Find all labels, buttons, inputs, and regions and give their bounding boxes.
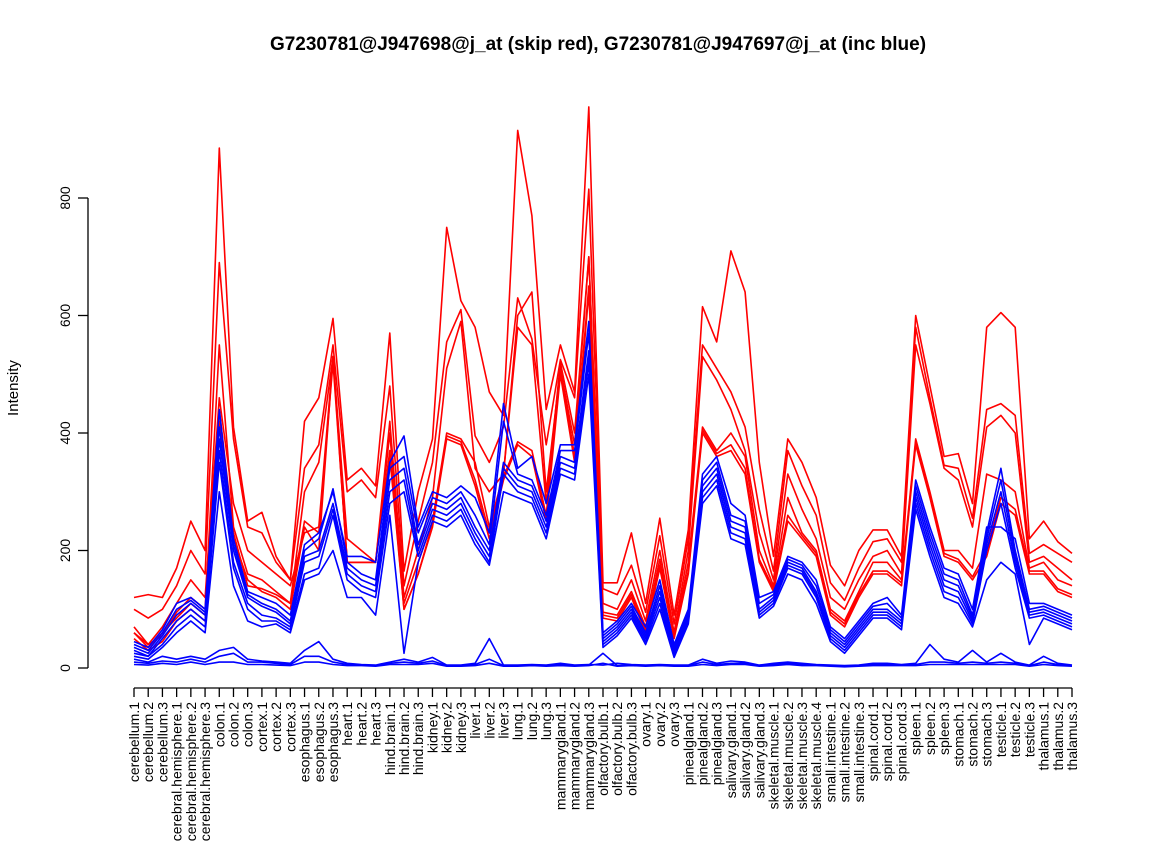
x-tick-label: heart.3 xyxy=(368,702,384,746)
x-tick-label: olfactory.bulb.3 xyxy=(623,702,639,796)
x-tick-label: ovary.2 xyxy=(652,702,668,747)
y-axis: 0 200 400 600 800 xyxy=(57,186,89,672)
x-tick-label: hind.brain.3 xyxy=(410,702,426,775)
x-tick-label: lung.3 xyxy=(538,702,554,740)
x-tick-label: cerebellum.2 xyxy=(140,702,156,782)
x-tick-label: spinal.cord.3 xyxy=(893,702,909,782)
x-tick-label: small.intestine.2 xyxy=(837,702,853,803)
x-tick-label: cerebellum.3 xyxy=(154,702,170,782)
x-tick-label: testicle.3 xyxy=(1021,702,1037,757)
x-tick-label: skeletal.muscle.2 xyxy=(780,702,796,810)
x-tick-label: spleen.1 xyxy=(908,702,924,755)
x-tick-label: liver.3 xyxy=(496,702,512,739)
y-tick-label: 0 xyxy=(57,664,73,672)
x-tick-label: skeletal.muscle.1 xyxy=(766,702,782,810)
series-line-inc-8 xyxy=(133,652,1073,668)
series-line-inc-6 xyxy=(133,373,1073,661)
x-tick-label: cortex.2 xyxy=(268,702,284,752)
x-tick-label: cerebral.hemisphere.1 xyxy=(169,702,185,842)
x-tick-label: cerebral.hemisphere.3 xyxy=(197,702,213,842)
x-tick-label: esophagus.2 xyxy=(311,702,327,782)
x-tick-label: liver.1 xyxy=(467,702,483,739)
x-tick-label: ovary.1 xyxy=(638,702,654,747)
x-tick-label: heart.2 xyxy=(353,702,369,746)
x-tick-label: cortex.1 xyxy=(254,702,270,752)
x-tick-label: hind.brain.1 xyxy=(382,702,398,775)
x-tick-label: mammarygland.2 xyxy=(567,702,583,810)
series-line-skip-3 xyxy=(133,255,1073,646)
x-tick-label: colon.2 xyxy=(225,702,241,747)
x-tick-label: kidney.3 xyxy=(453,702,469,753)
x-tick-label: olfactory.bulb.1 xyxy=(595,702,611,796)
x-tick-label: cerebellum.1 xyxy=(126,702,142,782)
series-line-skip-6 xyxy=(133,285,1073,649)
x-tick-label: testicle.2 xyxy=(1007,702,1023,757)
series-line-inc-7 xyxy=(133,637,1073,667)
x-tick-label: esophagus.1 xyxy=(297,702,313,782)
x-tick-label: colon.3 xyxy=(240,702,256,747)
series-line-inc-9 xyxy=(133,661,1073,668)
x-tick-label: small.intestine.3 xyxy=(851,702,867,803)
x-tick-label: mammarygland.1 xyxy=(552,702,568,810)
x-tick-label: stomach.1 xyxy=(950,702,966,767)
x-tick-label: lung.1 xyxy=(510,702,526,740)
series-layer xyxy=(133,106,1073,668)
x-tick-label: lung.2 xyxy=(524,702,540,740)
x-tick-label: spleen.2 xyxy=(922,702,938,755)
x-tick-label: salivary.gland.2 xyxy=(737,702,753,798)
x-tick-label: cerebral.hemisphere.2 xyxy=(183,702,199,842)
x-tick-label: ovary.3 xyxy=(666,702,682,747)
x-tick-label: salivary.gland.1 xyxy=(723,702,739,798)
x-tick-label: kidney.2 xyxy=(439,702,455,753)
x-tick-label: stomach.3 xyxy=(979,702,995,767)
y-tick-label: 200 xyxy=(57,539,73,563)
x-tick-label: thalamus.2 xyxy=(1050,702,1066,771)
x-tick-label: salivary.gland.3 xyxy=(751,702,767,798)
x-tick-label: heart.1 xyxy=(339,702,355,746)
x-tick-label: mammarygland.3 xyxy=(581,702,597,810)
x-tick-label: hind.brain.2 xyxy=(396,702,412,775)
y-tick-label: 600 xyxy=(57,304,73,328)
y-tick-label: 400 xyxy=(57,421,73,445)
x-tick-label: skeletal.muscle.3 xyxy=(794,702,810,810)
x-tick-label: skeletal.muscle.4 xyxy=(808,702,824,810)
x-tick-label: liver.2 xyxy=(481,702,497,739)
x-tick-label: esophagus.3 xyxy=(325,702,341,782)
x-tick-label: colon.1 xyxy=(211,702,227,747)
x-tick-label: pinealgland.2 xyxy=(694,702,710,786)
x-tick-label: spleen.3 xyxy=(936,702,952,755)
x-tick-label: pinealgland.1 xyxy=(680,702,696,786)
x-tick-label: small.intestine.1 xyxy=(822,702,838,803)
x-tick-label: thalamus.1 xyxy=(1036,702,1052,771)
y-axis-label: Intensity xyxy=(5,360,22,416)
x-axis: cerebellum.1cerebellum.2cerebellum.3cere… xyxy=(126,687,1080,842)
x-tick-label: pinealgland.3 xyxy=(709,702,725,786)
x-tick-label: cortex.3 xyxy=(282,702,298,752)
y-tick-label: 800 xyxy=(57,186,73,210)
x-tick-label: spinal.cord.1 xyxy=(865,702,881,782)
chart-title: G7230781@J947698@j_at (skip red), G72307… xyxy=(270,34,926,55)
x-tick-label: thalamus.3 xyxy=(1064,702,1080,771)
x-tick-label: spinal.cord.2 xyxy=(879,702,895,782)
x-tick-label: olfactory.bulb.2 xyxy=(609,702,625,796)
x-tick-label: testicle.1 xyxy=(993,702,1009,757)
x-tick-label: kidney.1 xyxy=(424,702,440,753)
x-tick-label: stomach.2 xyxy=(965,702,981,767)
